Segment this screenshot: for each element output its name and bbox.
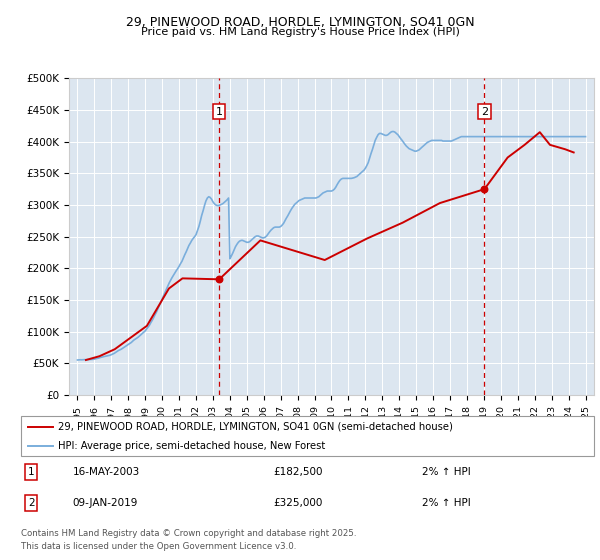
Point	[214, 275, 224, 284]
Text: HPI: Average price, semi-detached house, New Forest: HPI: Average price, semi-detached house,…	[58, 441, 325, 451]
Text: 16-MAY-2003: 16-MAY-2003	[73, 467, 140, 477]
Text: £182,500: £182,500	[273, 467, 323, 477]
Text: Contains HM Land Registry data © Crown copyright and database right 2025.: Contains HM Land Registry data © Crown c…	[21, 529, 356, 538]
Text: 29, PINEWOOD ROAD, HORDLE, LYMINGTON, SO41 0GN: 29, PINEWOOD ROAD, HORDLE, LYMINGTON, SO…	[125, 16, 475, 29]
Text: 09-JAN-2019: 09-JAN-2019	[73, 498, 138, 508]
Text: 2% ↑ HPI: 2% ↑ HPI	[422, 498, 471, 508]
Text: 29, PINEWOOD ROAD, HORDLE, LYMINGTON, SO41 0GN (semi-detached house): 29, PINEWOOD ROAD, HORDLE, LYMINGTON, SO…	[58, 422, 453, 432]
Text: 1: 1	[28, 467, 35, 477]
Text: This data is licensed under the Open Government Licence v3.0.: This data is licensed under the Open Gov…	[21, 542, 296, 550]
Text: 2: 2	[481, 106, 488, 116]
FancyBboxPatch shape	[21, 416, 594, 456]
Point	[479, 185, 489, 194]
Text: 1: 1	[216, 106, 223, 116]
Text: 2% ↑ HPI: 2% ↑ HPI	[422, 467, 471, 477]
Text: 2: 2	[28, 498, 35, 508]
Text: Price paid vs. HM Land Registry's House Price Index (HPI): Price paid vs. HM Land Registry's House …	[140, 27, 460, 37]
Text: £325,000: £325,000	[273, 498, 322, 508]
